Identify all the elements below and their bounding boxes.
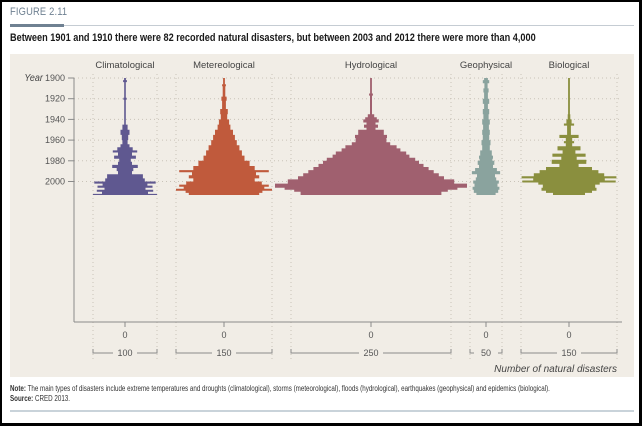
series-title: Hydrological bbox=[345, 60, 397, 71]
series-shape-biological bbox=[521, 78, 617, 195]
scale-bracket-left bbox=[520, 349, 557, 354]
scale-label: 100 bbox=[117, 348, 132, 358]
y-tick-label: 1900 bbox=[45, 73, 65, 83]
y-tick-label: 1960 bbox=[45, 135, 65, 145]
series-shape-hydrological bbox=[275, 78, 467, 195]
grid bbox=[74, 74, 622, 362]
zero-label: 0 bbox=[221, 330, 226, 340]
series-title: Biological bbox=[549, 60, 590, 71]
zero-label: 0 bbox=[122, 330, 127, 340]
scale-bracket-left bbox=[469, 349, 474, 354]
note-label: Note: bbox=[10, 384, 26, 393]
x-axis-label: Number of natural disasters bbox=[494, 364, 617, 375]
note-text: The main types of disasters include extr… bbox=[25, 384, 550, 393]
scale-bracket-right bbox=[498, 349, 503, 354]
y-tick-label: 2000 bbox=[45, 177, 65, 187]
header-rule-accent bbox=[10, 24, 64, 27]
scale-label: 150 bbox=[561, 348, 576, 358]
scale-bracket-right bbox=[581, 349, 618, 354]
series-title: Metereological bbox=[193, 60, 255, 71]
source: Source: CRED 2013. bbox=[10, 394, 70, 403]
zero-label: 0 bbox=[483, 330, 488, 340]
series-shapes bbox=[93, 78, 617, 195]
series-shape-metereological bbox=[176, 78, 272, 195]
scale-bracket-left bbox=[175, 349, 212, 354]
chart-panel: Year Number of natural disasters Climato… bbox=[10, 54, 634, 377]
header-rule bbox=[10, 25, 634, 26]
figure-label: FIGURE 2.11 bbox=[10, 6, 68, 18]
scale-label: 250 bbox=[363, 348, 378, 358]
scale-bracket-right bbox=[236, 349, 273, 354]
scale-label: 150 bbox=[216, 348, 231, 358]
y-tick-label: 1940 bbox=[45, 114, 65, 124]
scale-bracket-right bbox=[383, 349, 452, 354]
chart-svg: Year Number of natural disasters Climato… bbox=[24, 60, 622, 375]
footer-rule bbox=[10, 410, 634, 412]
scale-bracket-left bbox=[290, 349, 359, 354]
scale-bracket-left bbox=[92, 349, 113, 354]
y-tick-label: 1980 bbox=[45, 156, 65, 166]
series-title: Geophysical bbox=[460, 60, 512, 71]
series-shape-climatological bbox=[93, 78, 157, 195]
note: Note: The main types of disasters includ… bbox=[10, 384, 550, 393]
series-shape-geophysical bbox=[471, 78, 501, 195]
axes: Year Number of natural disasters Climato… bbox=[24, 60, 622, 375]
zero-label: 0 bbox=[368, 330, 373, 340]
scale-bracket-right bbox=[137, 349, 158, 354]
figure-title: Between 1901 and 1910 there were 82 reco… bbox=[10, 32, 536, 44]
scale-label: 50 bbox=[481, 348, 491, 358]
y-tick-label: 1920 bbox=[45, 94, 65, 104]
zero-label: 0 bbox=[566, 330, 571, 340]
y-axis-label: Year bbox=[24, 73, 43, 85]
source-text: CRED 2013. bbox=[33, 394, 71, 403]
source-label: Source: bbox=[10, 394, 34, 403]
series-title: Climatological bbox=[95, 60, 154, 71]
